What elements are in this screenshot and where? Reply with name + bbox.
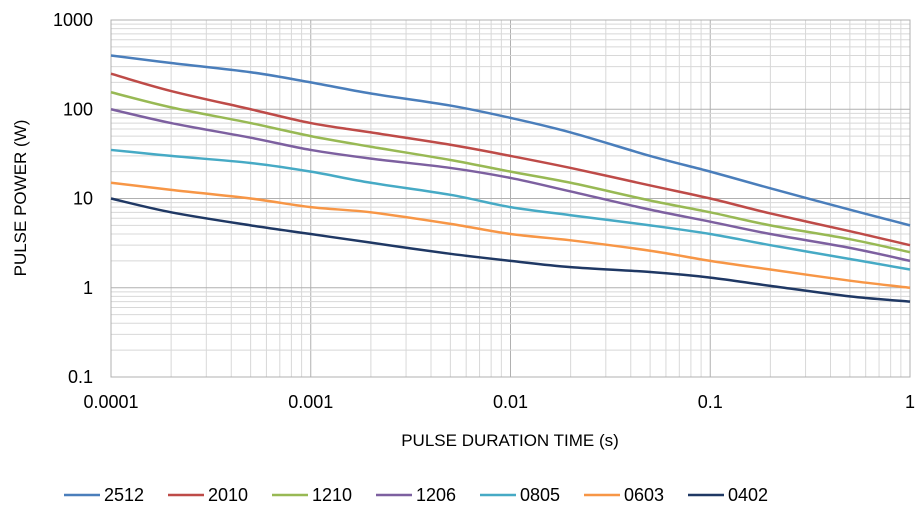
series-lines [110, 54, 911, 303]
gridlines [110, 20, 910, 378]
x-tick-label: 0.01 [493, 392, 528, 412]
x-tick-label: 0.1 [698, 392, 723, 412]
x-tick-label: 1 [905, 392, 915, 412]
y-tick-label: 1 [83, 278, 93, 298]
legend-label-2010: 2010 [208, 485, 248, 505]
legend-label-0603: 0603 [624, 485, 664, 505]
x-tick-label: 0.0001 [83, 392, 138, 412]
legend-label-0402: 0402 [728, 485, 768, 505]
y-tick-label: 0.1 [68, 367, 93, 387]
tick-labels: 0.0001 0.001 0.01 0.1 1 0.1 1 10 100 1000 [53, 10, 915, 412]
legend-label-0805: 0805 [520, 485, 560, 505]
legend-label-1206: 1206 [416, 485, 456, 505]
series-line-0402 [110, 197, 911, 303]
y-tick-label: 100 [63, 99, 93, 119]
x-axis-title: PULSE DURATION TIME (s) [401, 431, 619, 450]
series-line-1210 [110, 91, 911, 254]
y-tick-label: 10 [73, 189, 93, 209]
series-line-0603 [110, 181, 911, 289]
series-line-0805 [110, 148, 911, 271]
series-line-2512 [110, 54, 911, 227]
y-tick-label: 1000 [53, 10, 93, 30]
legend-label-1210: 1210 [312, 485, 352, 505]
x-tick-label: 0.001 [288, 392, 333, 412]
legend-label-2512: 2512 [104, 485, 144, 505]
series-line-2010 [110, 72, 911, 247]
legend: 2512 2010 1210 1206 0805 0603 0402 [64, 485, 768, 505]
y-axis-title: PULSE POWER (W) [11, 120, 30, 277]
series-line-1206 [110, 108, 911, 263]
